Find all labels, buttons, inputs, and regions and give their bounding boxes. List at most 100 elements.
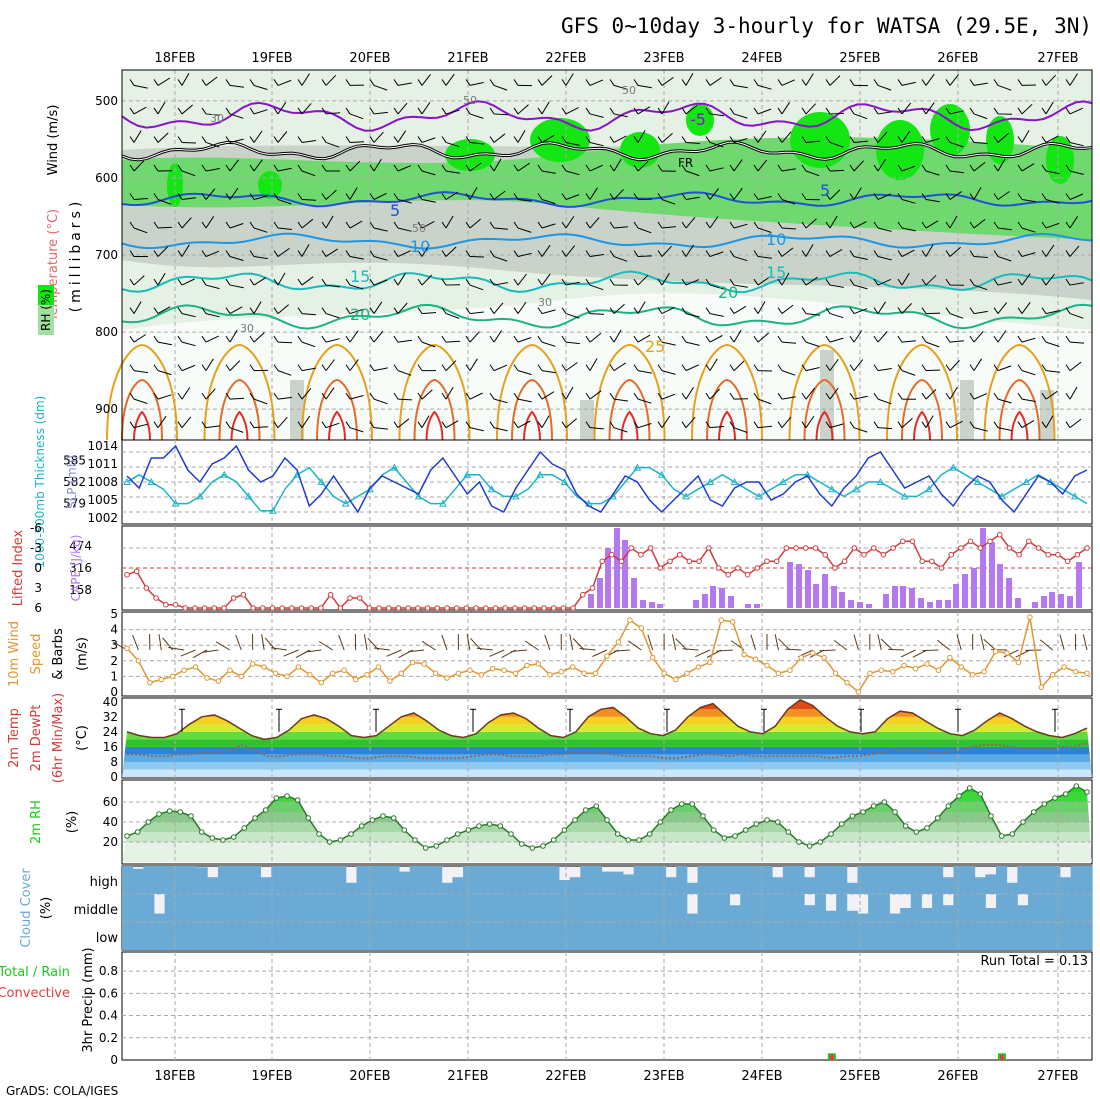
wind10m-speed-pt-32 <box>489 665 496 672</box>
upper-barb-750 <box>493 330 503 343</box>
cloud-low-9 <box>217 922 229 950</box>
upper-barb-flag-707 <box>921 307 927 314</box>
upper-barb-802 <box>157 370 172 376</box>
upper-barb-flag-821 <box>369 364 375 371</box>
upper-barb-flag-469 <box>945 221 951 229</box>
cape-bar-24 <box>857 602 863 608</box>
wind10m-barb-53 <box>716 649 733 652</box>
cloud-middle-24 <box>377 894 389 922</box>
temp2m-label-b: 2m DewPt <box>29 705 44 772</box>
wind10m-speed-pt-23 <box>387 678 393 684</box>
cloud-middle-23 <box>367 894 379 922</box>
upper-barb-flag-909 <box>465 392 471 400</box>
wind10m-barb-76 <box>983 638 996 651</box>
upper-barb-flag-665 <box>417 307 423 314</box>
cloud-low-65 <box>814 922 826 950</box>
cloud-high-7 <box>196 867 208 894</box>
upper-barb-104 <box>421 102 431 115</box>
upper-barb-flag-365 <box>657 193 663 200</box>
upper-barb-flag-255 <box>297 164 303 172</box>
wind10m-speed-pt-5 <box>181 667 187 674</box>
upper-barb-flag-761 <box>609 335 615 343</box>
cloud-middle-7 <box>196 894 208 922</box>
upper-barb-834 <box>541 370 556 374</box>
lifted-index-pt-0 <box>124 571 130 578</box>
contour-5 <box>121 191 1093 208</box>
upper-barb-280 <box>613 158 622 172</box>
upper-barb-flag-1033 <box>993 421 999 428</box>
bottom-date-9: 27FEB <box>1037 1069 1078 1084</box>
upper-barb-534 <box>781 247 794 257</box>
wind10m-speed-pt-24 <box>398 670 405 677</box>
upper-barb-flag-439 <box>585 221 591 229</box>
lifted-index-pt-75 <box>851 545 858 551</box>
top-date-1: 19FEB <box>251 51 292 66</box>
upper-barb-946 <box>925 389 937 400</box>
rh2m-pt-16 <box>294 797 301 803</box>
upper-barb-flag-375 <box>777 193 783 200</box>
cloud-middle-76 <box>932 894 944 922</box>
rh2m-pt-10 <box>230 834 237 840</box>
upper-barb-flag-135 <box>777 107 783 115</box>
upper-barb-162 <box>157 132 169 143</box>
upper-barb-316 <box>1045 170 1060 175</box>
upper-barb-78 <box>1069 73 1078 86</box>
wind10m-speed-pt-51 <box>707 659 713 666</box>
upper-barb-228 <box>949 141 964 148</box>
upper-barb-flag-63 <box>873 79 879 86</box>
upper-barb-260 <box>373 158 382 172</box>
upper-barb-flag-871 <box>969 364 975 371</box>
bottom-date-7: 25FEB <box>839 1069 880 1084</box>
footer-credit: GrADS: COLA/IGES <box>6 1084 118 1098</box>
cloud-low-68 <box>846 922 858 950</box>
upper-barb-164 <box>181 141 197 144</box>
upper-barb-flag-485 <box>177 250 183 257</box>
lifted-index-pt-46 <box>570 605 576 611</box>
upper-barb-flag-435 <box>537 221 543 229</box>
cloud-middle-39 <box>537 894 549 922</box>
upper-barb-592 <box>517 273 527 286</box>
thickness-pt-48 <box>706 477 715 485</box>
rh2m-pt-37 <box>518 841 525 847</box>
cloud-high-2 <box>143 866 155 894</box>
upper-barb-flag-965 <box>177 421 183 428</box>
upper-barb-994 <box>541 415 550 428</box>
upper-barb-56 <box>805 73 814 86</box>
cloud-low-64 <box>804 922 816 950</box>
upper-barb-flag-519 <box>585 250 591 257</box>
wind10m-speed-pt-66 <box>878 667 885 674</box>
rh2m-pt-32 <box>465 827 472 833</box>
upper-barb-flag-7 <box>201 79 207 86</box>
thickness-pt-74 <box>1022 477 1031 485</box>
upper-barb-762 <box>637 334 651 343</box>
contour-fr-inner <box>121 141 1093 161</box>
upper-barb-flag-683 <box>633 307 639 314</box>
upper-barb-flag-731 <box>249 335 255 343</box>
upper-barb-510 <box>493 256 508 262</box>
cloud-high-35 <box>495 866 507 894</box>
cloud-low-48 <box>633 922 645 950</box>
rh2m-pt-55 <box>710 827 717 833</box>
cloud-high-27 <box>409 866 421 894</box>
upper-barb-flag-39 <box>585 79 591 86</box>
lifted-index-pt-27 <box>386 605 392 611</box>
upper-barb-flag-115 <box>537 107 543 115</box>
temp2m-grid <box>174 698 1059 778</box>
upper-barb-flag-335 <box>297 193 303 200</box>
upper-barb-188 <box>469 141 484 145</box>
rh2m-series <box>124 783 1090 851</box>
upper-barb-126 <box>685 105 698 115</box>
cloud-high-30 <box>441 882 453 894</box>
temp2m-label-a: 2m Temp <box>7 708 22 768</box>
upper-barb-640 <box>133 301 142 314</box>
upper-barb-flag-359 <box>585 193 591 200</box>
upper-barb-flag-791 <box>969 335 975 343</box>
upper-barb-flag-765 <box>657 335 663 343</box>
lifted-index-pt-62 <box>725 571 732 578</box>
rh-blob-4 <box>620 132 660 168</box>
wind10m-barb-48 <box>672 634 677 651</box>
lifted-index-pt-24 <box>356 595 363 601</box>
upper-barb-flag-443 <box>633 221 639 229</box>
thickness-pt-28 <box>463 470 472 478</box>
upper-barb-flag-51 <box>729 79 735 86</box>
